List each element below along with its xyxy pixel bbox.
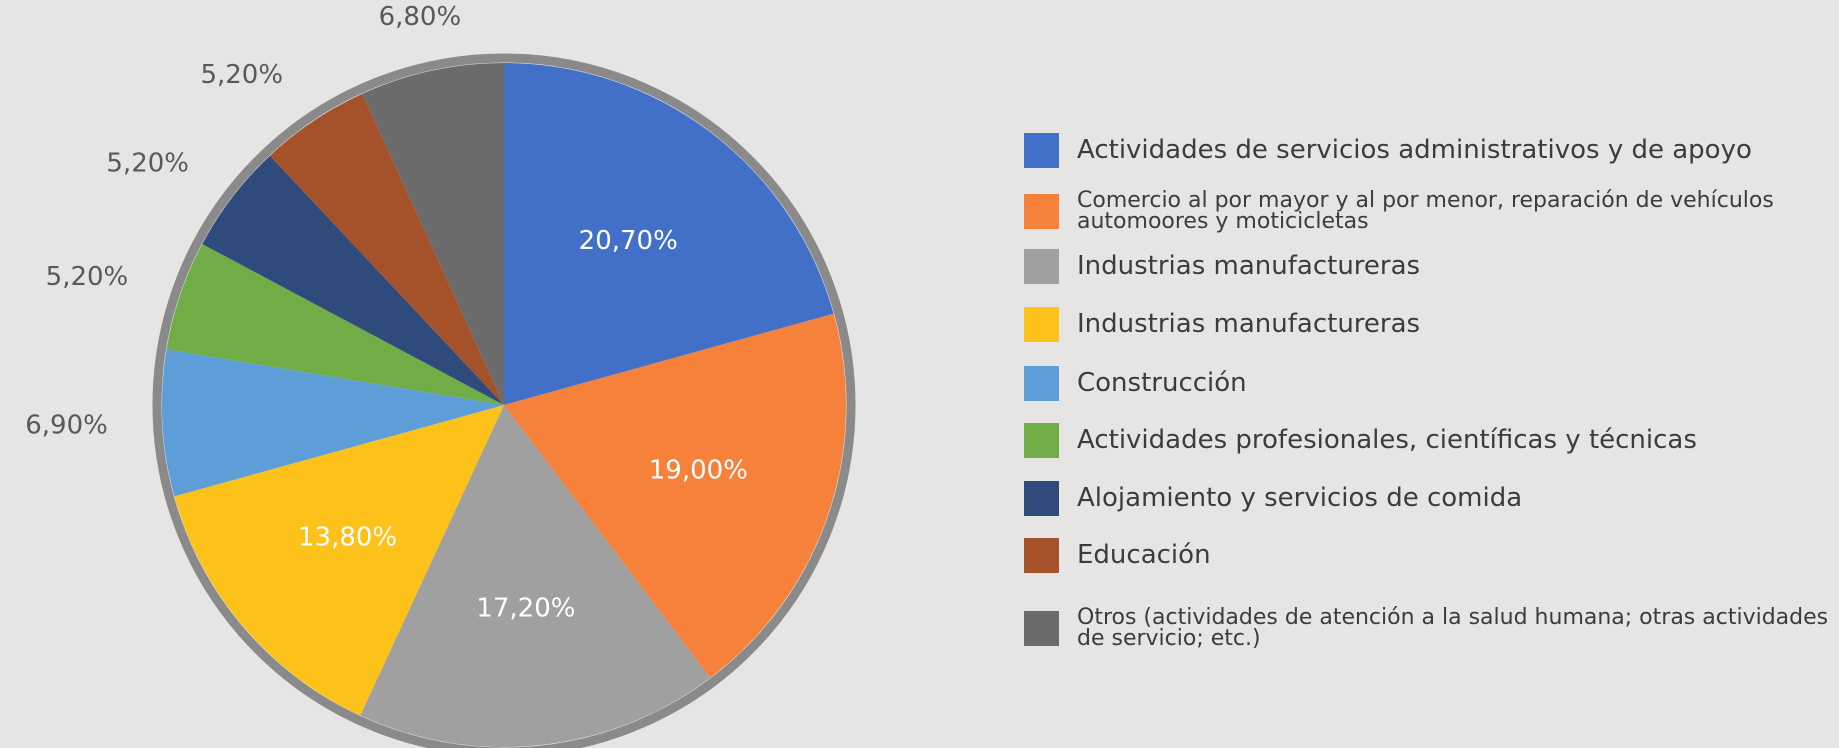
data-label: 6,80%	[379, 2, 462, 32]
legend-label: Actividades profesionales, científicas y…	[1077, 425, 1697, 456]
data-label: 5,20%	[106, 148, 189, 178]
legend-swatch	[1024, 611, 1059, 647]
data-label: 5,20%	[46, 262, 129, 292]
legend-label: Actividades de servicios administrativos…	[1077, 135, 1752, 166]
pie-slice	[202, 155, 504, 405]
pie-slice	[360, 405, 711, 747]
legend-swatch	[1024, 194, 1059, 230]
data-label: 13,80%	[298, 522, 397, 552]
legend-label: Educación	[1077, 540, 1211, 571]
legend-label: Comercio al por mayor y al por menor, re…	[1077, 188, 1774, 234]
legend-item: Actividades profesionales, científicas y…	[1024, 423, 1839, 458]
legend-item: Industrias manufactureras	[1024, 249, 1839, 284]
data-label: 6,90%	[25, 411, 108, 441]
legend-label: Industrias manufactureras	[1077, 251, 1421, 282]
pie-border	[152, 53, 856, 748]
legend-swatch	[1024, 481, 1059, 516]
legend-item: Alojamiento y servicios de comida	[1024, 481, 1839, 516]
legend-label: Alojamiento y servicios de comida	[1077, 483, 1523, 514]
pie-slice	[504, 63, 834, 405]
data-label: 5,20%	[200, 60, 283, 90]
pie-slice	[162, 349, 504, 497]
legend-label: Industrias manufactureras	[1077, 309, 1421, 340]
legend-item: Industrias manufactureras	[1024, 307, 1839, 342]
pie-slice	[362, 63, 504, 405]
pie-slice	[504, 313, 847, 678]
legend-swatch	[1024, 307, 1059, 342]
data-label: 17,20%	[476, 594, 575, 624]
data-label: 20,70%	[579, 226, 678, 256]
pie-slice	[174, 405, 505, 716]
legend-label: Otros (actividades de atención a la salu…	[1077, 605, 1829, 651]
legend-swatch	[1024, 249, 1059, 284]
legend-label: Construcción	[1077, 368, 1247, 399]
legend-swatch	[1024, 538, 1059, 573]
legend-swatch	[1024, 423, 1059, 458]
pie-slice	[269, 93, 504, 405]
pie-slice	[166, 244, 504, 405]
legend-item: Otros (actividades de atención a la salu…	[1024, 605, 1839, 651]
legend-item: Comercio al por mayor y al por menor, re…	[1024, 188, 1839, 234]
legend-item: Educación	[1024, 538, 1839, 573]
legend-swatch	[1024, 366, 1059, 401]
legend-swatch	[1024, 133, 1059, 168]
data-label: 19,00%	[649, 455, 748, 485]
legend-item: Construcción	[1024, 366, 1839, 401]
legend-item: Actividades de servicios administrativos…	[1024, 133, 1839, 168]
